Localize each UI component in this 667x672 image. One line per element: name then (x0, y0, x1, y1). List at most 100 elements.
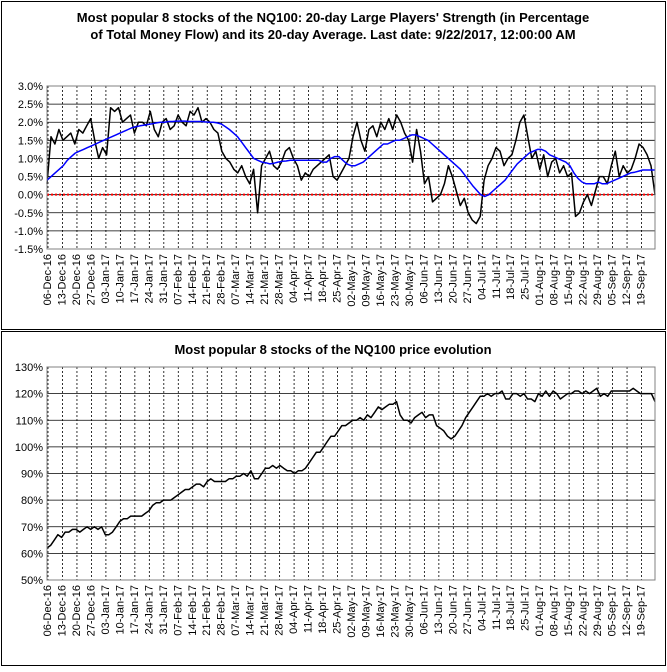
bottom-x-tick-label: 13-Jun-17 (433, 585, 445, 635)
bottom-x-tick-label: 14-Feb-17 (187, 585, 199, 636)
bottom-x-tick-label: 27-Dec-16 (85, 585, 97, 636)
bottom-x-tick-label: 02-May-17 (346, 585, 358, 638)
bottom-y-tick-label: 50% (21, 575, 43, 587)
bottom-y-tick-label: 110% (16, 415, 44, 427)
bottom-x-tick-label: 23-May-17 (389, 585, 401, 638)
top-x-tick-label: 21-Mar-17 (259, 254, 271, 305)
bottom-y-tick-label: 60% (21, 548, 43, 560)
top-y-tick-label: 2.0% (18, 117, 43, 129)
bottom-y-tick-label: 90% (21, 469, 43, 481)
bottom-plot-frame (46, 366, 656, 581)
bottom-x-tick-label: 25-Jul-17 (520, 585, 532, 631)
bottom-x-tick-label: 15-Aug-17 (563, 585, 575, 636)
bottom-x-tick-label: 03-Jan-17 (100, 585, 112, 635)
bottom-x-tick-label: 12-Sep-17 (621, 585, 633, 636)
top-x-tick-label: 11-Jul-17 (491, 254, 503, 299)
top-x-tick-label: 12-Sep-17 (621, 254, 633, 305)
top-x-tick-label: 14-Mar-17 (245, 254, 257, 305)
top-y-tick-label: 3.0% (18, 81, 43, 93)
top-x-tick-label: 05-Sep-17 (607, 254, 619, 305)
bottom-x-tick-label: 27-Jun-17 (462, 585, 474, 635)
bottom-chart-title: Most popular 8 stocks of the NQ100 price… (174, 342, 491, 357)
bottom-x-tick-label: 11-Jul-17 (491, 585, 503, 630)
top-x-tick-label: 01-Aug-17 (534, 254, 546, 305)
top-x-tick-label: 19-Sep-17 (636, 254, 648, 305)
top-x-tick-label: 04-Jul-17 (476, 254, 488, 300)
top-chart-title-line-2: of Total Money Flow) and its 20-day Aver… (90, 27, 575, 42)
top-y-tick-label: 0.0% (18, 190, 43, 202)
top-x-tick-label: 16-May-17 (375, 254, 387, 307)
top-y-tick-label: 1.0% (18, 153, 43, 165)
top-plot-area: 3.0% 2.5% 2.0% 1.5% 1.0% 0.5% 0.0% -0.5% -1.0% -1… (14, 81, 656, 307)
bottom-x-tick-label: 07-Feb-17 (172, 585, 184, 636)
bottom-x-tick-label: 09-May-17 (360, 585, 372, 638)
bottom-x-tick-label: 16-May-17 (375, 585, 387, 638)
top-x-tick-label: 23-May-17 (389, 254, 401, 307)
bottom-y-tick-label: 120% (15, 389, 43, 401)
bottom-x-tick-label: 18-Jul-17 (505, 585, 517, 631)
top-x-tick-label: 28-Mar-17 (274, 254, 286, 305)
top-x-tick-label: 03-Jan-17 (100, 254, 112, 304)
bottom-x-tick-label: 22-Aug-17 (578, 585, 590, 636)
bottom-plot-area: 130% 120% 110% 100% 90% 80% 70% 60% 50%06-Dec-16… (15, 362, 656, 638)
bottom-y-tick-label: 100% (15, 442, 43, 454)
bottom-y-tick-label: 80% (21, 495, 43, 507)
top-x-tick-label: 20-Jun-17 (447, 254, 459, 304)
top-chart-title-line-1: Most popular 8 stocks of the NQ100: 20-d… (77, 10, 589, 25)
top-x-tick-label: 06-Jun-17 (418, 254, 430, 304)
top-y-tick-label: 2.5% (18, 99, 43, 111)
bottom-x-tick-label: 21-Mar-17 (259, 585, 271, 636)
top-x-tick-label: 07-Mar-17 (230, 254, 242, 305)
top-x-tick-label: 11-Apr-17 (303, 254, 315, 302)
top-x-tick-label: 17-Jan-17 (129, 254, 141, 304)
bottom-x-tick-label: 08-Aug-17 (549, 585, 561, 636)
bottom-x-tick-label: 06-Dec-16 (42, 585, 54, 636)
bottom-x-tick-label: 20-Dec-16 (71, 585, 83, 636)
top-x-tick-label: 20-Dec-16 (71, 254, 83, 305)
bottom-x-tick-label: 31-Jan-17 (158, 585, 170, 635)
top-x-tick-label: 06-Dec-16 (42, 254, 54, 305)
strength-chart: Most popular 8 stocks of the NQ100: 20-d… (1, 1, 666, 330)
bottom-x-tick-label: 14-Mar-17 (245, 585, 257, 636)
top-x-tick-label: 04-Apr-17 (288, 254, 300, 303)
bottom-y-tick-label: 70% (21, 522, 43, 534)
bottom-x-tick-label: 21-Feb-17 (201, 585, 213, 636)
bottom-x-tick-label: 25-Apr-17 (332, 585, 344, 634)
top-x-tick-label: 02-May-17 (346, 254, 358, 307)
bottom-x-tick-label: 18-Apr-17 (317, 585, 329, 634)
bottom-x-tick-label: 28-Feb-17 (216, 585, 228, 636)
top-x-tick-label: 14-Feb-17 (187, 254, 199, 305)
bottom-x-tick-label: 04-Jul-17 (476, 585, 488, 631)
bottom-x-tick-label: 20-Jun-17 (447, 585, 459, 635)
bottom-x-tick-label: 04-Apr-17 (288, 585, 300, 634)
bottom-x-tick-label: 24-Jan-17 (143, 585, 155, 635)
top-y-tick-label: -1.5% (14, 244, 43, 256)
bottom-x-tick-label: 30-May-17 (404, 585, 416, 638)
top-x-tick-label: 27-Dec-16 (85, 254, 97, 305)
bottom-x-tick-label: 01-Aug-17 (534, 585, 546, 636)
top-x-tick-label: 08-Aug-17 (549, 254, 561, 305)
price-chart: Most popular 8 stocks of the NQ100 price… (1, 331, 666, 666)
bottom-x-tick-label: 11-Apr-17 (303, 585, 315, 633)
top-y-tick-label: -1.0% (14, 226, 43, 238)
top-plot-frame (46, 85, 656, 250)
bottom-price-series-line (46, 387, 656, 549)
bottom-x-tick-label: 19-Sep-17 (636, 585, 648, 636)
top-x-tick-label: 25-Apr-17 (332, 254, 344, 303)
top-plot-bg (47, 86, 655, 249)
top-strength-series-line (46, 106, 656, 225)
bottom-x-tick-label: 17-Jan-17 (129, 585, 141, 635)
top-x-tick-label: 27-Jun-17 (462, 254, 474, 304)
bottom-y-tick-label: 130% (15, 362, 43, 374)
bottom-x-tick-label: 13-Dec-16 (56, 585, 68, 636)
top-x-tick-label: 24-Jan-17 (143, 254, 155, 304)
top-x-tick-label: 21-Feb-17 (201, 254, 213, 305)
top-x-tick-label: 13-Dec-16 (56, 254, 68, 305)
top-x-tick-label: 09-May-17 (360, 254, 372, 307)
top-x-tick-label: 30-May-17 (404, 254, 416, 307)
bottom-x-tick-label: 05-Sep-17 (607, 585, 619, 636)
top-x-tick-label: 07-Feb-17 (172, 254, 184, 305)
top-y-tick-label: -0.5% (14, 208, 43, 220)
